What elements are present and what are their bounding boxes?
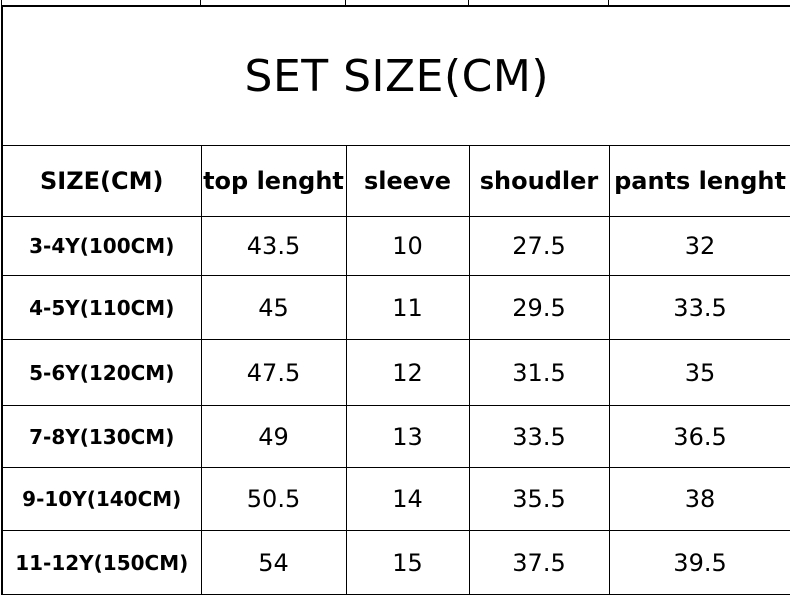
pants-length-cell: 36.5 [608,405,790,468]
sleeve-cell: 13 [345,405,470,468]
previous-table-edge [0,0,790,6]
pants-length-cell: 33.5 [608,275,790,340]
table-title: SET SIZE(CM) [0,5,790,146]
top-length-cell: 50.5 [200,467,347,531]
top-length-cell: 47.5 [200,339,347,406]
size-cell: 3-4Y(100CM) [1,216,202,276]
header-pants-length: pants lenght [608,145,790,217]
sleeve-cell: 14 [345,467,470,531]
table-row: 5-6Y(120CM) 47.5 12 31.5 35 [1,339,790,406]
shoulder-cell: 35.5 [468,467,610,531]
pants-length-cell: 35 [608,339,790,406]
size-cell: 4-5Y(110CM) [1,275,202,340]
table-row: 3-4Y(100CM) 43.5 10 27.5 32 [1,216,790,276]
size-cell: 11-12Y(150CM) [1,530,202,595]
size-chart-table: SET SIZE(CM) SIZE(CM) top lenght sleeve … [0,5,790,595]
pants-length-cell: 32 [608,216,790,276]
header-shoulder: shoudler [468,145,610,217]
header-top-length: top lenght [200,145,347,217]
shoulder-cell: 27.5 [468,216,610,276]
sleeve-cell: 15 [345,530,470,595]
table-row: 9-10Y(140CM) 50.5 14 35.5 38 [1,467,790,531]
sleeve-cell: 11 [345,275,470,340]
header-row: SIZE(CM) top lenght sleeve shoudler pant… [1,145,790,217]
sleeve-cell: 10 [345,216,470,276]
pants-length-cell: 38 [608,467,790,531]
top-length-cell: 49 [200,405,347,468]
shoulder-cell: 31.5 [468,339,610,406]
size-cell: 5-6Y(120CM) [1,339,202,406]
size-cell: 7-8Y(130CM) [1,405,202,468]
top-length-cell: 43.5 [200,216,347,276]
table-row: 4-5Y(110CM) 45 11 29.5 33.5 [1,275,790,340]
size-cell: 9-10Y(140CM) [1,467,202,531]
shoulder-cell: 29.5 [468,275,610,340]
table-row: 11-12Y(150CM) 54 15 37.5 39.5 [1,530,790,595]
header-size: SIZE(CM) [1,145,202,217]
pants-length-cell: 39.5 [608,530,790,595]
shoulder-cell: 37.5 [468,530,610,595]
header-sleeve: sleeve [345,145,470,217]
top-length-cell: 54 [200,530,347,595]
shoulder-cell: 33.5 [468,405,610,468]
table-row: 7-8Y(130CM) 49 13 33.5 36.5 [1,405,790,468]
top-length-cell: 45 [200,275,347,340]
sleeve-cell: 12 [345,339,470,406]
